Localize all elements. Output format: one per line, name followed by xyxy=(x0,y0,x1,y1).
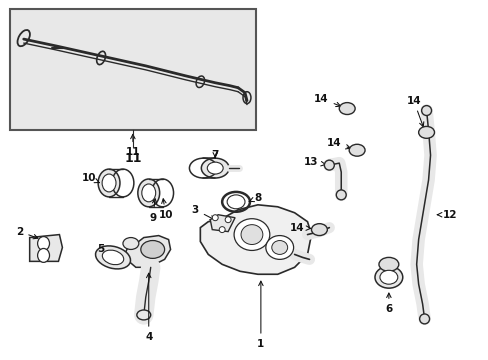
Text: 8: 8 xyxy=(248,193,261,203)
Bar xyxy=(10,9,255,130)
Polygon shape xyxy=(30,235,62,261)
Text: 11: 11 xyxy=(125,134,140,157)
Ellipse shape xyxy=(418,126,434,138)
Ellipse shape xyxy=(224,217,231,223)
Text: 7: 7 xyxy=(211,150,219,160)
Ellipse shape xyxy=(122,238,139,249)
Ellipse shape xyxy=(138,179,160,207)
Text: 14: 14 xyxy=(290,222,310,233)
Ellipse shape xyxy=(336,190,346,200)
Ellipse shape xyxy=(95,246,130,269)
Ellipse shape xyxy=(234,219,269,251)
Text: 11: 11 xyxy=(124,152,142,165)
Ellipse shape xyxy=(141,240,164,258)
Text: 14: 14 xyxy=(406,96,423,127)
Text: 6: 6 xyxy=(385,293,392,314)
Polygon shape xyxy=(126,235,170,267)
Ellipse shape xyxy=(271,240,287,255)
Ellipse shape xyxy=(201,158,229,178)
Ellipse shape xyxy=(102,174,116,192)
Ellipse shape xyxy=(348,144,365,156)
Ellipse shape xyxy=(339,103,354,114)
Ellipse shape xyxy=(374,266,402,288)
Text: 14: 14 xyxy=(313,94,340,107)
Ellipse shape xyxy=(421,105,431,116)
Ellipse shape xyxy=(142,184,155,202)
Text: 14: 14 xyxy=(326,138,350,149)
Text: 10: 10 xyxy=(158,199,173,220)
Ellipse shape xyxy=(311,224,326,235)
Text: 10: 10 xyxy=(82,173,99,183)
Polygon shape xyxy=(200,205,311,274)
Ellipse shape xyxy=(102,250,123,265)
Ellipse shape xyxy=(207,162,223,174)
Ellipse shape xyxy=(212,215,218,221)
Text: 9: 9 xyxy=(149,199,157,223)
Text: 1: 1 xyxy=(257,281,264,349)
Ellipse shape xyxy=(137,310,150,320)
Ellipse shape xyxy=(378,257,398,271)
Text: 4: 4 xyxy=(145,273,152,342)
Text: 2: 2 xyxy=(16,226,38,239)
Polygon shape xyxy=(210,215,235,231)
Text: 3: 3 xyxy=(191,205,214,220)
Ellipse shape xyxy=(98,169,120,197)
Ellipse shape xyxy=(38,248,49,262)
Ellipse shape xyxy=(219,227,224,233)
Ellipse shape xyxy=(379,270,397,284)
Text: 12: 12 xyxy=(436,210,457,220)
Text: 5: 5 xyxy=(97,244,110,257)
Text: 13: 13 xyxy=(304,157,325,167)
Ellipse shape xyxy=(419,314,428,324)
Ellipse shape xyxy=(265,235,293,260)
Ellipse shape xyxy=(324,160,334,170)
Ellipse shape xyxy=(241,225,263,244)
Ellipse shape xyxy=(38,237,49,251)
